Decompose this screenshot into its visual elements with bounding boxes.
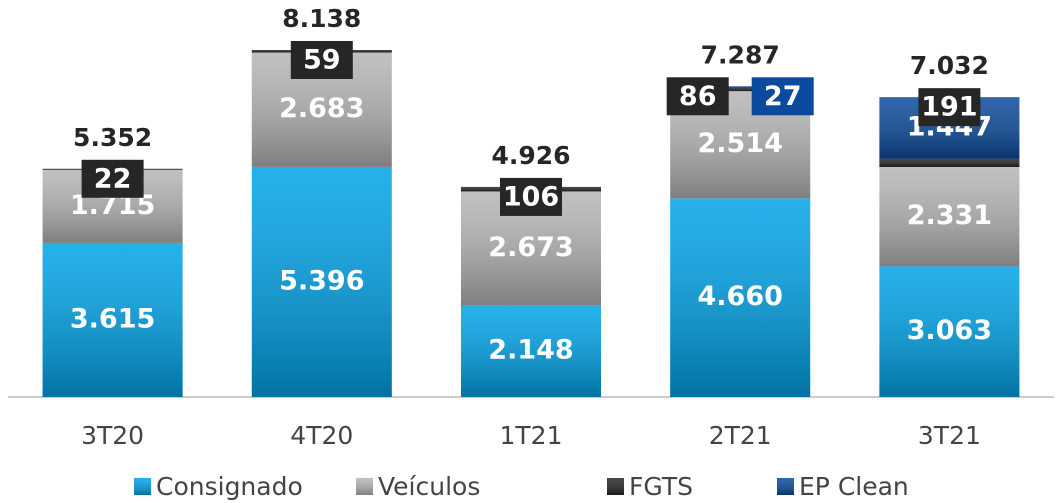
shade — [879, 158, 1020, 168]
label-box — [918, 88, 981, 127]
shade — [251, 166, 392, 397]
segment-label: 5.396 — [279, 265, 364, 296]
x-tick-label: 4T20 — [290, 421, 353, 450]
label-box — [290, 41, 353, 79]
label-box — [666, 77, 729, 116]
segment-label: 27 — [764, 81, 802, 112]
shade — [670, 87, 811, 92]
segment-label: 4.660 — [697, 281, 782, 312]
segment-label: 191 — [921, 92, 977, 123]
x-tick-label: 2T21 — [709, 421, 772, 450]
segment-label: 3.615 — [70, 303, 155, 334]
total-label: 7.287 — [701, 40, 780, 69]
shade — [670, 86, 811, 88]
segment-label: 2.331 — [907, 200, 992, 231]
total-label: 5.352 — [73, 123, 152, 152]
x-tick-label: 3T20 — [81, 421, 144, 450]
shade — [670, 198, 811, 397]
segment-label: 3.063 — [907, 315, 992, 346]
segment-label: 59 — [303, 45, 341, 76]
segment-label: 106 — [503, 181, 559, 212]
legend-label: Veículos — [378, 472, 480, 501]
shade — [879, 266, 1020, 397]
total-label: 7.032 — [910, 51, 989, 80]
total-label: 4.926 — [491, 141, 570, 170]
segment-label: 2.148 — [488, 335, 573, 366]
label-box — [81, 159, 144, 198]
label-box — [751, 77, 814, 116]
legend-label: FGTS — [629, 472, 693, 501]
shade — [356, 478, 373, 495]
segment-label: 86 — [679, 81, 717, 112]
x-tick-label: 1T21 — [500, 421, 563, 450]
shade — [461, 305, 601, 397]
segment-label: 2.514 — [697, 128, 782, 159]
x-tick-label: 3T21 — [918, 421, 981, 450]
shade — [879, 167, 1020, 267]
shade — [607, 478, 624, 495]
segment-label: 2.683 — [279, 93, 364, 124]
legend-label: EP Clean — [799, 472, 909, 501]
total-label: 8.138 — [282, 4, 361, 33]
segment-label: 2.673 — [488, 232, 573, 263]
label-box — [500, 177, 562, 216]
legend-label: Consignado — [156, 472, 303, 501]
shade — [134, 478, 151, 495]
shade — [777, 478, 794, 495]
shade — [42, 242, 183, 397]
segment-label: 22 — [94, 163, 132, 194]
